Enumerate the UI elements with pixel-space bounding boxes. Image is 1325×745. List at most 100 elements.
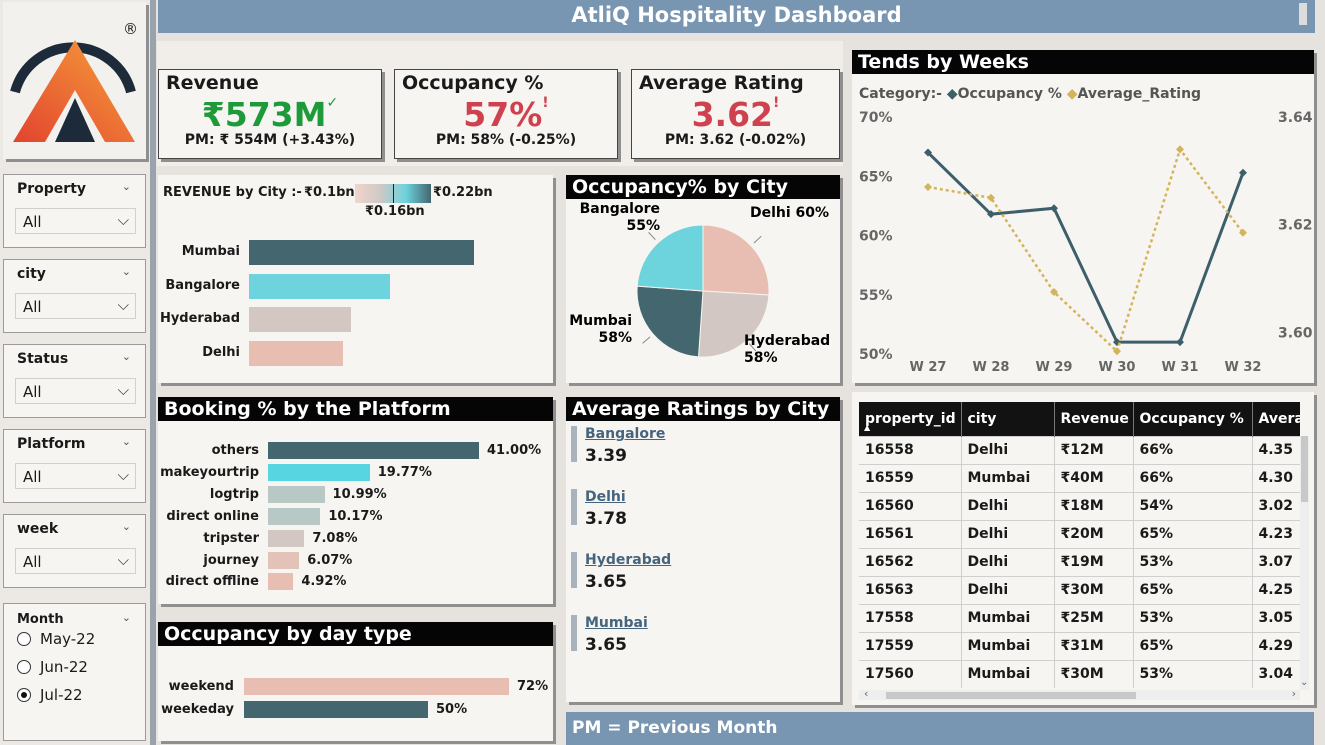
scroll-left-icon[interactable]: ‹ [864, 687, 869, 700]
radio-icon[interactable] [17, 632, 31, 646]
bar[interactable] [268, 463, 370, 481]
sort-arrow-icon[interactable]: ▲ [864, 423, 871, 432]
scroll-thumb[interactable] [886, 692, 1136, 699]
bar[interactable] [268, 551, 300, 569]
table-cell: 65% [1133, 519, 1253, 548]
rating-bar [571, 426, 577, 462]
table-row[interactable]: 16563 Delhi ₹30M 65% 4.25 [859, 575, 1300, 604]
scroll-right-icon[interactable]: › [1291, 687, 1296, 700]
month-filter[interactable]: Month ⌄ May-22 Jun-22 Jul-22 [3, 603, 146, 741]
bar[interactable] [268, 442, 479, 459]
x-tick: W 30 [1099, 360, 1136, 375]
table-cell: 53% [1133, 547, 1253, 576]
table-row[interactable]: 16558 Delhi ₹12M 66% 4.35 [859, 435, 1300, 464]
y-left-tick: 60% [859, 229, 893, 245]
y-left-tick: 65% [859, 169, 893, 185]
chevron-down-icon[interactable]: ⌄ [121, 350, 131, 363]
platform-dropdown[interactable]: All ⌵ [15, 463, 136, 489]
property-filter[interactable]: Property ⌄ All ⌵ [3, 174, 146, 248]
bar[interactable] [268, 529, 305, 547]
bar-label: Hyderabad [159, 311, 240, 327]
table-row[interactable]: 16561 Delhi ₹20M 65% 4.23 [859, 519, 1300, 548]
table-row[interactable]: 16559 Mumbai ₹40M 66% 4.30 [859, 463, 1300, 492]
bar[interactable] [268, 573, 294, 591]
bar[interactable] [268, 507, 321, 525]
bar-label: Bangalore [165, 277, 240, 293]
series-point [1239, 228, 1247, 237]
pie-slice-bangalore[interactable] [636, 224, 704, 292]
series-point [1176, 338, 1184, 347]
table-row[interactable]: 17559 Mumbai ₹31M 65% 4.29 [859, 631, 1300, 660]
ratings-by-city-title: Average Ratings by City [566, 397, 840, 421]
pie-slice-mumbai[interactable] [636, 285, 704, 358]
rating-city-link[interactable]: Hyderabad [585, 552, 672, 568]
bar[interactable] [249, 240, 474, 265]
table-cell: Delhi [961, 491, 1055, 520]
table-cell: 65% [1133, 575, 1253, 604]
week-filter[interactable]: week ⌄ All ⌵ [3, 514, 146, 588]
property-dropdown[interactable]: All ⌵ [15, 208, 136, 234]
series-point [1176, 145, 1184, 154]
table-body: 16558 Delhi ₹12M 66% 4.35 16559 Mumbai ₹40M 66% 4… [859, 435, 1300, 688]
table-row[interactable]: 17560 Mumbai ₹30M 53% 3.04 [859, 659, 1300, 688]
rating-city-link[interactable]: Delhi [585, 489, 626, 505]
rating-value: 3.78 [585, 509, 627, 529]
bar-value-label: 7.08% [312, 530, 358, 546]
radio-icon[interactable] [17, 660, 31, 674]
y-left-tick: 70% [859, 110, 893, 126]
table-row[interactable]: 16560 Delhi ₹18M 54% 3.02 [859, 491, 1300, 520]
bar[interactable] [249, 273, 391, 299]
table-row[interactable]: 17558 Mumbai ₹25M 53% 3.05 [859, 603, 1300, 632]
rating-city-link[interactable]: Mumbai [585, 615, 648, 631]
vertical-scrollbar[interactable]: ⌄ [1300, 436, 1309, 690]
chevron-down-icon: ⌵ [117, 211, 129, 229]
table-cell: 4.23 [1252, 519, 1300, 548]
chevron-down-icon[interactable]: ⌄ [121, 180, 131, 193]
table-cell: 3.02 [1252, 491, 1300, 520]
month-option[interactable]: Jul-22 [17, 686, 83, 706]
column-header[interactable]: Avera [1252, 402, 1300, 436]
chevron-down-icon[interactable]: ⌄ [121, 611, 131, 624]
header-bar: AtliQ Hospitality Dashboard [158, 0, 1315, 33]
city-filter[interactable]: city ⌄ All ⌵ [3, 259, 146, 333]
city-dropdown[interactable]: All ⌵ [15, 293, 136, 319]
bar[interactable] [244, 678, 509, 695]
chevron-down-icon[interactable]: ⌄ [121, 520, 131, 533]
month-option[interactable]: May-22 [17, 630, 95, 650]
chevron-down-icon[interactable]: ⌄ [121, 265, 131, 278]
platform-filter[interactable]: Platform ⌄ All ⌵ [3, 429, 146, 503]
table-cell: 17560 [859, 659, 962, 688]
radio-checked-icon[interactable] [17, 688, 31, 702]
bar[interactable] [249, 307, 352, 333]
column-header[interactable]: Occupancy % [1133, 402, 1253, 436]
scrollbar[interactable] [1299, 3, 1307, 25]
bar-label: direct online [166, 508, 259, 524]
chevron-down-icon[interactable]: ⌄ [121, 435, 131, 448]
pie-slice-delhi[interactable] [702, 224, 770, 296]
bar-label: Delhi [202, 345, 240, 361]
horizontal-scrollbar[interactable]: ‹ › [859, 687, 1300, 700]
week-dropdown[interactable]: All ⌵ [15, 548, 136, 574]
month-option[interactable]: Jun-22 [17, 658, 88, 678]
legend-occupancy: Occupancy % [957, 86, 1062, 102]
table-cell: 53% [1133, 603, 1253, 632]
column-header[interactable]: Revenue [1054, 402, 1134, 436]
table-cell: Mumbai [961, 463, 1055, 492]
table-cell: Mumbai [961, 631, 1055, 660]
main-divider [150, 0, 156, 745]
x-tick: W 28 [973, 360, 1010, 375]
bar-value-label: 10.99% [332, 486, 387, 502]
status-filter[interactable]: Status ⌄ All ⌵ [3, 344, 146, 418]
bar[interactable] [244, 700, 429, 718]
bar-value-label: 6.07% [307, 552, 353, 568]
scroll-thumb[interactable] [1301, 436, 1308, 502]
scroll-down-icon[interactable]: ⌄ [1300, 677, 1309, 688]
rating-city-link[interactable]: Bangalore [585, 426, 666, 442]
pie-slice-hyderabad[interactable] [697, 290, 770, 358]
table-row[interactable]: 16562 Delhi ₹19M 53% 3.07 [859, 547, 1300, 576]
status-dropdown[interactable]: All ⌵ [15, 378, 136, 404]
bar[interactable] [249, 341, 344, 367]
column-header[interactable]: city [961, 402, 1055, 436]
column-header[interactable]: property_id [859, 402, 962, 436]
bar[interactable] [268, 485, 325, 503]
